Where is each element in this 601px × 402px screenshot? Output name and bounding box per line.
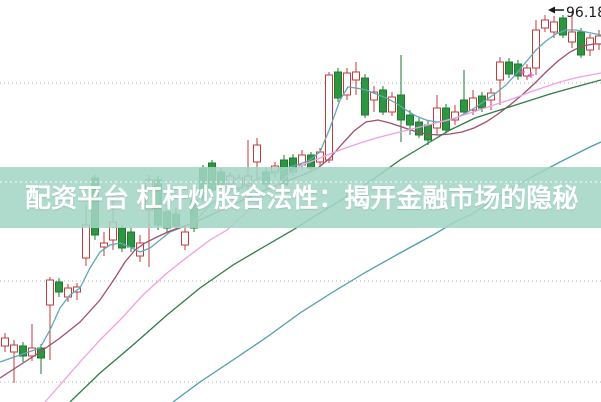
- gridlines: [0, 82, 601, 383]
- arrow-left-icon: [548, 6, 555, 14]
- signal-plus-markers: [519, 69, 534, 78]
- price-callout: 96.18: [548, 5, 601, 21]
- price-label: 96.18: [566, 5, 601, 21]
- title-banner: 配资平台 杠杆炒股合法性：揭开金融市场的隐秘: [0, 167, 601, 228]
- ma-pink: [44, 72, 601, 402]
- article-title: 配资平台 杠杆炒股合法性：揭开金融市场的隐秘: [25, 182, 579, 213]
- ma-fast-cyan: [0, 29, 601, 363]
- title-band-background: [0, 167, 601, 228]
